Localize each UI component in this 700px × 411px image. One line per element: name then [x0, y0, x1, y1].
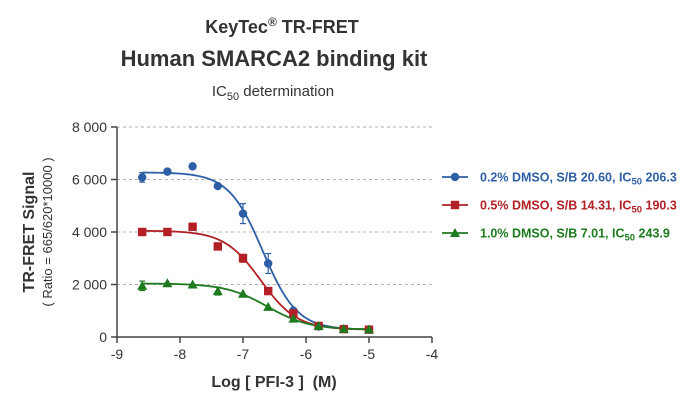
gridlines — [117, 126, 432, 285]
data-point-series-2 — [188, 222, 197, 231]
data-point-series-2 — [213, 242, 222, 251]
y-tick-label: 8 000 — [72, 119, 107, 135]
data-point-series-3 — [313, 320, 324, 330]
legend-marker — [450, 200, 460, 210]
y-axis-label: TR-FRET Signal — [21, 172, 38, 293]
data-point-series-2 — [163, 227, 172, 237]
legend-item-3: 1.0% DMSO, S/B 7.01, IC50 243.9 — [442, 227, 670, 244]
fit-curve-series-3 — [142, 282, 370, 331]
data-point-series-1 — [188, 162, 197, 171]
legend-item-1: 0.2% DMSO, S/B 20.60, IC50 206.3 — [442, 171, 677, 188]
x-tick-label: -7 — [237, 346, 250, 362]
x-tick-label: -4 — [426, 346, 439, 362]
data-point-series-1 — [163, 167, 172, 176]
x-tick-label: -8 — [174, 346, 187, 362]
data-points — [137, 162, 374, 334]
data-point-series-1 — [238, 209, 248, 218]
y-tick-label: 6 000 — [72, 172, 107, 188]
data-point-series-1 — [213, 181, 222, 191]
data-point-series-3 — [162, 278, 173, 288]
x-tick-label: -6 — [300, 346, 313, 362]
data-point-series-3 — [238, 288, 248, 298]
y-axis-sublabel: ( Ratio = 665/620*10000 ) — [40, 157, 55, 306]
chart-subtitle: Human SMARCA2 binding kit — [121, 46, 428, 71]
y-tick-label: 4 000 — [72, 224, 107, 240]
axes: 0 2 000 4 000 6 000 8 000 -9 -8 -7 -6 -5 -4 — [72, 119, 438, 362]
chart-subtitle2: IC50 determination — [212, 83, 334, 103]
y-tick-label: 2 000 — [72, 277, 107, 293]
data-point-series-3 — [212, 286, 223, 296]
data-point-series-3 — [187, 279, 198, 289]
data-point-series-3 — [263, 301, 274, 311]
registered-mark: ® — [268, 15, 277, 29]
fit-curves — [142, 171, 370, 331]
data-point-series-2 — [289, 309, 298, 318]
legend-marker — [450, 172, 460, 182]
legend-item-2: 0.5% DMSO, S/B 14.31, IC50 190.3 — [442, 199, 677, 216]
data-point-series-2 — [238, 254, 248, 263]
legend-marker — [450, 228, 460, 237]
data-point-series-2 — [264, 286, 273, 296]
data-point-series-3 — [288, 313, 299, 323]
legend: 0.2% DMSO, S/B 20.60, IC50 206.3 0.5% DMS… — [442, 171, 677, 244]
x-axis-label: Log [ PFI-3 ] (M) — [211, 374, 336, 391]
x-tick-label: -9 — [111, 346, 124, 362]
data-point-series-1 — [264, 259, 273, 268]
chart-title: KeyTec® TR-FRET — [205, 15, 359, 37]
x-tick-label: -5 — [363, 346, 376, 362]
legend-label: 0.2% DMSO, S/B 20.60, IC50 206.3 — [480, 171, 677, 188]
legend-label: 0.5% DMSO, S/B 14.31, IC50 190.3 — [480, 199, 677, 216]
data-point-series-3 — [137, 280, 148, 290]
data-point-series-1 — [138, 173, 147, 182]
legend-label: 1.0% DMSO, S/B 7.01, IC50 243.9 — [480, 227, 670, 244]
data-point-series-2 — [138, 227, 147, 237]
data-point-series-3 — [364, 324, 374, 334]
y-tick-label: 0 — [99, 329, 107, 345]
fit-curve-series-1 — [142, 171, 370, 331]
fit-curve-series-2 — [142, 229, 370, 331]
data-point-series-3 — [338, 323, 349, 333]
